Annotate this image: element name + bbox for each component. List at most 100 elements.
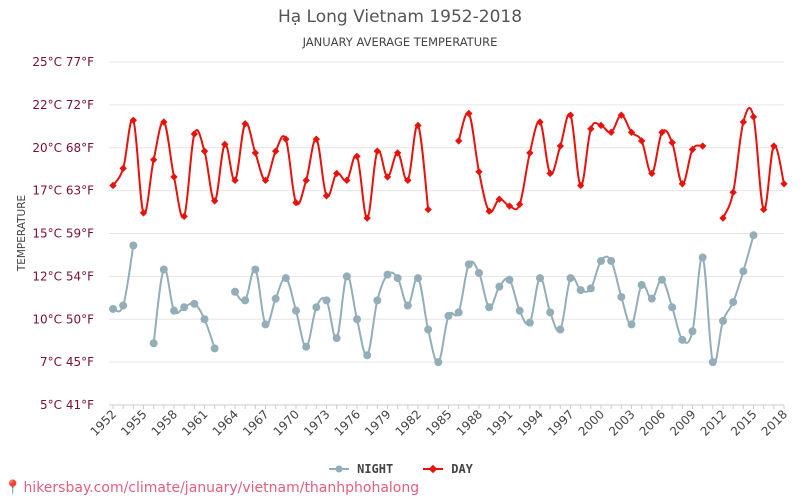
day-point-1982[interactable]	[414, 121, 422, 130]
night-point-1956[interactable]	[149, 339, 158, 348]
day-point-1989[interactable]	[485, 207, 493, 215]
night-point-2005[interactable]	[647, 294, 656, 303]
day-point-2003[interactable]	[627, 128, 636, 136]
night-point-2009[interactable]	[688, 327, 697, 336]
night-point-2002[interactable]	[617, 292, 626, 301]
day-point-2016[interactable]	[759, 205, 768, 214]
night-point-1986[interactable]	[454, 308, 463, 317]
night-point-1978[interactable]	[373, 296, 382, 305]
night-point-1998[interactable]	[576, 286, 585, 295]
night-point-1953[interactable]	[119, 301, 128, 310]
day-point-1977[interactable]	[363, 214, 371, 222]
night-point-1970[interactable]	[292, 306, 300, 315]
day-point-1971[interactable]	[302, 176, 310, 185]
night-point-1977[interactable]	[363, 351, 372, 360]
day-point-1960[interactable]	[190, 130, 199, 138]
day-point-2008[interactable]	[678, 180, 687, 188]
day-point-2001[interactable]	[607, 128, 615, 136]
night-point-1952[interactable]	[109, 304, 117, 313]
night-point-1967[interactable]	[261, 320, 270, 329]
day-point-2010[interactable]	[698, 142, 707, 150]
day-point-1999[interactable]	[587, 125, 595, 133]
night-point-1992[interactable]	[515, 306, 524, 315]
night-point-1983[interactable]	[424, 325, 433, 334]
night-point-1965[interactable]	[241, 296, 250, 305]
day-point-1993[interactable]	[526, 149, 534, 157]
night-point-2010[interactable]	[698, 253, 707, 262]
day-point-2017[interactable]	[770, 142, 778, 150]
day-point-1958[interactable]	[170, 173, 178, 181]
night-point-1972[interactable]	[312, 303, 321, 312]
night-point-1961[interactable]	[200, 315, 209, 324]
day-point-1975[interactable]	[343, 176, 351, 185]
night-point-2000[interactable]	[597, 256, 605, 265]
legend-item-night[interactable]: NIGHT	[327, 462, 393, 476]
day-point-1954[interactable]	[129, 116, 138, 124]
night-point-1958[interactable]	[170, 306, 178, 315]
day-point-2018[interactable]	[780, 180, 788, 188]
night-point-1996[interactable]	[556, 325, 565, 334]
day-point-2004[interactable]	[637, 137, 646, 145]
day-point-1987[interactable]	[465, 109, 473, 118]
night-point-2008[interactable]	[678, 335, 687, 344]
day-point-1952[interactable]	[109, 181, 117, 190]
day-point-1986[interactable]	[454, 137, 463, 145]
night-point-2006[interactable]	[658, 275, 666, 284]
day-point-1983[interactable]	[424, 205, 432, 214]
day-point-1992[interactable]	[515, 200, 524, 209]
day-point-1996[interactable]	[556, 142, 565, 150]
day-point-1970[interactable]	[292, 198, 300, 207]
night-point-2012[interactable]	[719, 316, 727, 325]
night-point-1962[interactable]	[210, 344, 219, 353]
day-point-1998[interactable]	[576, 181, 585, 190]
day-point-1966[interactable]	[251, 149, 260, 157]
night-point-1993[interactable]	[525, 318, 534, 327]
day-point-2007[interactable]	[668, 138, 676, 147]
day-point-1974[interactable]	[332, 169, 341, 178]
night-point-2001[interactable]	[607, 256, 616, 265]
legend-item-day[interactable]: DAY	[421, 462, 473, 476]
night-point-1954[interactable]	[129, 241, 138, 250]
day-point-1959[interactable]	[180, 212, 188, 221]
night-point-2007[interactable]	[668, 303, 677, 312]
day-point-1972[interactable]	[312, 135, 321, 143]
night-point-1974[interactable]	[332, 334, 341, 343]
night-point-1999[interactable]	[586, 284, 595, 293]
day-point-2015[interactable]	[749, 113, 758, 121]
night-point-1982[interactable]	[414, 274, 422, 283]
night-point-1973[interactable]	[322, 296, 331, 305]
night-point-1988[interactable]	[475, 268, 483, 277]
day-point-2005[interactable]	[648, 169, 656, 178]
night-point-1960[interactable]	[190, 299, 199, 308]
night-point-1969[interactable]	[281, 274, 290, 283]
day-point-1964[interactable]	[231, 176, 239, 185]
day-point-2006[interactable]	[658, 128, 666, 136]
night-point-1968[interactable]	[271, 294, 280, 303]
night-point-1981[interactable]	[403, 301, 412, 310]
night-point-1997[interactable]	[566, 274, 575, 283]
night-point-1964[interactable]	[231, 287, 239, 296]
night-point-2015[interactable]	[749, 231, 758, 240]
day-point-1961[interactable]	[200, 147, 209, 155]
night-point-2014[interactable]	[739, 267, 748, 276]
night-point-1991[interactable]	[505, 275, 514, 284]
night-point-1987[interactable]	[464, 260, 473, 269]
night-point-1995[interactable]	[546, 308, 555, 317]
night-point-1971[interactable]	[302, 342, 311, 351]
night-point-1979[interactable]	[383, 270, 392, 279]
day-point-1965[interactable]	[241, 120, 249, 128]
day-point-2014[interactable]	[739, 118, 748, 126]
day-point-1957[interactable]	[160, 118, 168, 126]
night-point-1994[interactable]	[536, 274, 544, 283]
day-point-2012[interactable]	[719, 214, 727, 222]
night-point-1990[interactable]	[495, 282, 504, 291]
night-point-1975[interactable]	[342, 272, 351, 281]
night-point-1989[interactable]	[485, 303, 494, 312]
day-point-1968[interactable]	[271, 147, 280, 155]
day-point-1956[interactable]	[149, 156, 158, 164]
day-point-1973[interactable]	[322, 192, 331, 200]
day-point-1995[interactable]	[546, 169, 554, 178]
day-point-1969[interactable]	[282, 135, 290, 143]
night-point-1959[interactable]	[180, 303, 189, 312]
night-point-1980[interactable]	[393, 274, 402, 283]
